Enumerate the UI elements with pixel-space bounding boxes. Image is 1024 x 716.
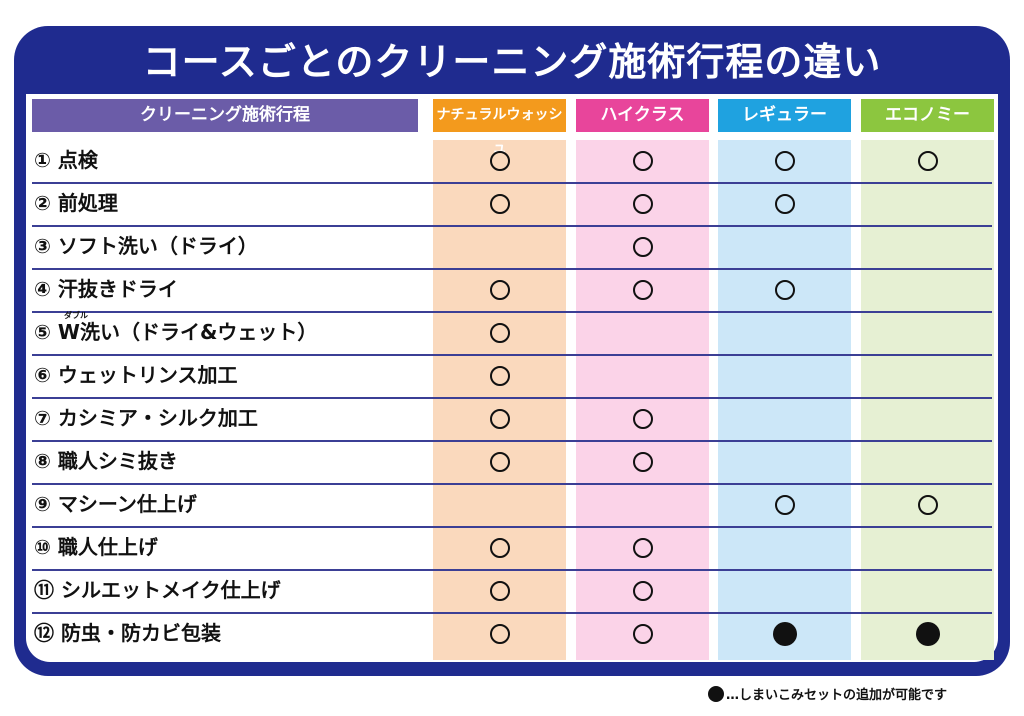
circle-icon [632, 538, 653, 558]
row-divider [32, 483, 992, 485]
row-label: ② 前処理 [34, 191, 118, 215]
circle-icon [489, 194, 510, 214]
row-label: ⑩ 職人仕上げ [34, 535, 158, 559]
circle-icon [774, 194, 795, 214]
circle-icon [632, 237, 653, 257]
row-label: ③ ソフト洗い（ドライ） [34, 234, 258, 258]
row-label: ④ 汗抜きドライ [34, 277, 178, 301]
filled-circle-icon [915, 622, 940, 646]
footnote-text: …しまいこみセットの追加が可能です [726, 688, 948, 703]
footnote: …しまいこみセットの追加が可能です [708, 686, 947, 706]
row-divider [32, 569, 992, 571]
row-label: ⑥ ウェットリンス加工 [34, 363, 238, 387]
circle-icon [489, 366, 510, 386]
circle-icon [489, 538, 510, 558]
course-header: エコノミー [861, 99, 994, 132]
row-label: ⑫ 防虫・防カビ包装 [34, 621, 221, 645]
row-divider [32, 440, 992, 442]
course-header: レギュラー [718, 99, 851, 132]
circle-icon [917, 151, 938, 171]
ruby-text: ダブル [64, 311, 88, 320]
process-header: クリーニング施術行程 [32, 99, 418, 132]
row-divider [32, 182, 992, 184]
row-label: ⑧ 職人シミ抜き [34, 449, 178, 473]
circle-icon [774, 280, 795, 300]
row-divider [32, 311, 992, 313]
circle-icon [774, 495, 795, 515]
circle-icon [632, 452, 653, 472]
course-column-bg [718, 140, 851, 660]
circle-icon [489, 624, 510, 644]
circle-icon [489, 280, 510, 300]
row-divider [32, 268, 992, 270]
circle-icon [632, 581, 653, 601]
course-column-bg [861, 140, 994, 660]
row-divider [32, 397, 992, 399]
circle-icon [917, 495, 938, 515]
row-divider [32, 612, 992, 614]
row-divider [32, 354, 992, 356]
page-title: コースごとのクリーニング施術行程の違い [142, 40, 882, 84]
circle-icon [489, 151, 510, 171]
course-header: ナチュラルウォッシュ [433, 99, 566, 156]
row-label: ⑦ カシミア・シルク加工 [34, 406, 258, 430]
filled-circle-icon [708, 686, 724, 702]
circle-icon [632, 280, 653, 300]
course-header: ハイクラス [576, 99, 709, 132]
circle-icon [489, 409, 510, 429]
circle-icon [632, 151, 653, 171]
circle-icon [489, 581, 510, 601]
circle-icon [489, 323, 510, 343]
circle-icon [632, 624, 653, 644]
row-label: ① 点検 [34, 148, 98, 172]
row-label: ⑪ シルエットメイク仕上げ [34, 578, 281, 602]
row-divider [32, 526, 992, 528]
filled-circle-icon [772, 622, 797, 646]
circle-icon [632, 409, 653, 429]
row-divider [32, 225, 992, 227]
circle-icon [774, 151, 795, 171]
circle-icon [632, 194, 653, 214]
circle-icon [489, 452, 510, 472]
row-label: ⑨ マシーン仕上げ [34, 492, 197, 516]
row-label: ⑤ W洗い（ドライ&ウェット） [34, 320, 318, 344]
